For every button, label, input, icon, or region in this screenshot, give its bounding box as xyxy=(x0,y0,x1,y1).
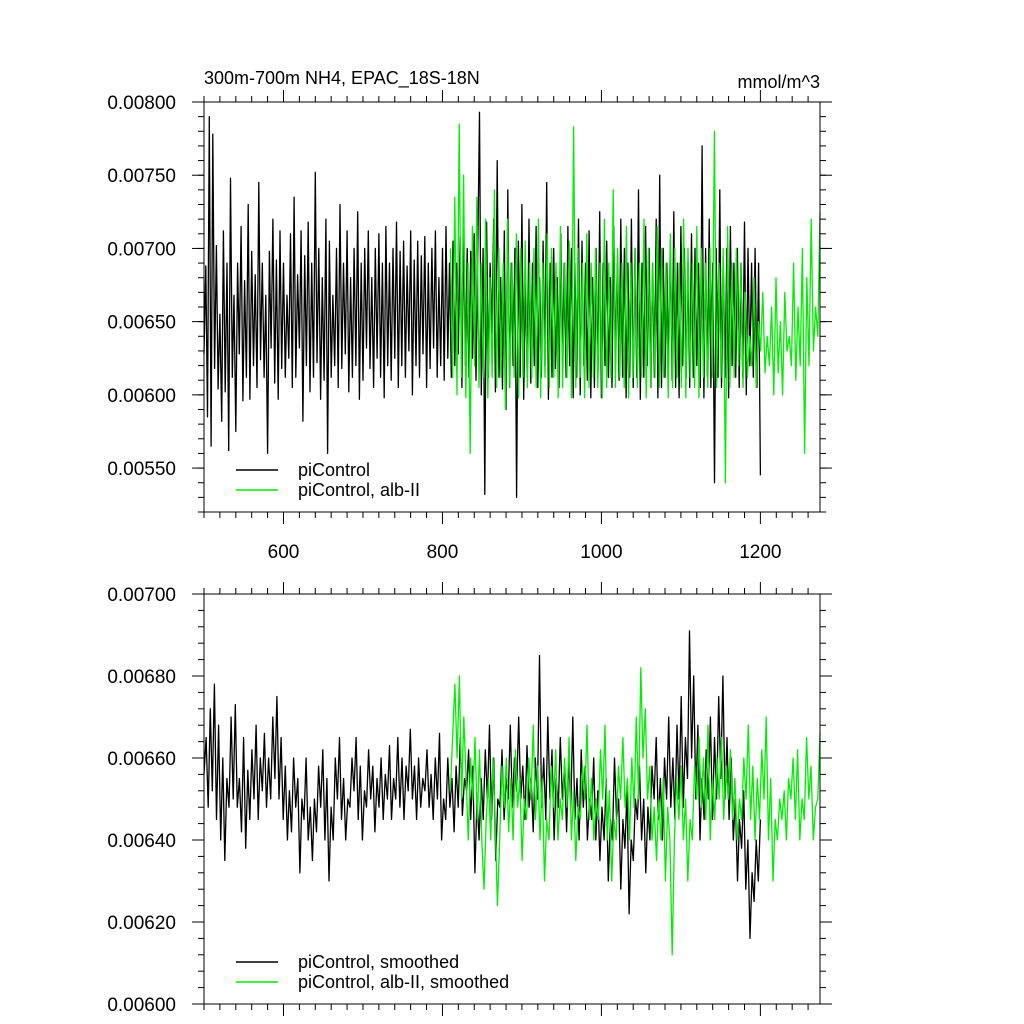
chart-title: 300m-700m NH4, EPAC_18S-18N xyxy=(204,68,480,89)
legend-label-picontrol-alb-ii: piControl, alb-II xyxy=(298,480,420,500)
legend-label-picontrol-alb-ii-smoothed: piControl, alb-II, smoothed xyxy=(298,972,509,992)
panel-bottom: 0.00600 0.00620 0.00640 0.00660 0.00680 0.007… xyxy=(107,582,832,1016)
panel-top: 300m-700m NH4, EPAC_18S-18N mmol/m^3 600… xyxy=(107,68,832,563)
series-line-bottom-1 xyxy=(449,667,821,956)
x-tick-label-top-0: 600 xyxy=(268,542,300,563)
series-line-bottom-0 xyxy=(203,630,762,940)
legend-label-picontrol-smoothed: piControl, smoothed xyxy=(298,952,459,972)
top-series-group xyxy=(203,111,821,499)
y-tick-label-bottom-1: 0.00620 xyxy=(107,913,176,934)
bottom-series-group xyxy=(203,630,821,956)
legend-label-picontrol: piControl xyxy=(298,460,370,480)
y-tick-label-top-4: 0.00750 xyxy=(107,166,176,187)
y-tick-label-bottom-4: 0.00680 xyxy=(107,667,176,688)
y-tick-label-bottom-0: 0.00600 xyxy=(107,995,176,1016)
y-tick-label-bottom-2: 0.00640 xyxy=(107,831,176,852)
y-tick-label-top-1: 0.00600 xyxy=(107,386,176,407)
bottom-axes: 0.00600 0.00620 0.00640 0.00660 0.00680 0.007… xyxy=(107,582,832,1016)
y-tick-label-top-3: 0.00700 xyxy=(107,239,176,260)
y-tick-label-bottom-5: 0.00700 xyxy=(107,585,176,606)
x-tick-label-top-2: 1000 xyxy=(580,542,622,563)
legend-top: piControl piControl, alb-II xyxy=(236,460,420,500)
legend-bottom: piControl, smoothed piControl, alb-II, s… xyxy=(236,952,509,992)
y-tick-label-bottom-3: 0.00660 xyxy=(107,749,176,770)
y-tick-label-top-0: 0.00550 xyxy=(107,459,176,480)
x-tick-label-top-3: 1200 xyxy=(739,542,781,563)
top-axes: 600 800 1000 1200 0.00550 0.00600 0.00650 0.007… xyxy=(107,90,832,563)
units-label: mmol/m^3 xyxy=(738,72,820,92)
y-tick-label-top-5: 0.00800 xyxy=(107,93,176,114)
y-tick-label-top-2: 0.00650 xyxy=(107,313,176,334)
series-line-top-1 xyxy=(449,123,821,484)
plot-frame-bottom xyxy=(203,593,821,1005)
x-tick-label-top-1: 800 xyxy=(427,542,459,563)
